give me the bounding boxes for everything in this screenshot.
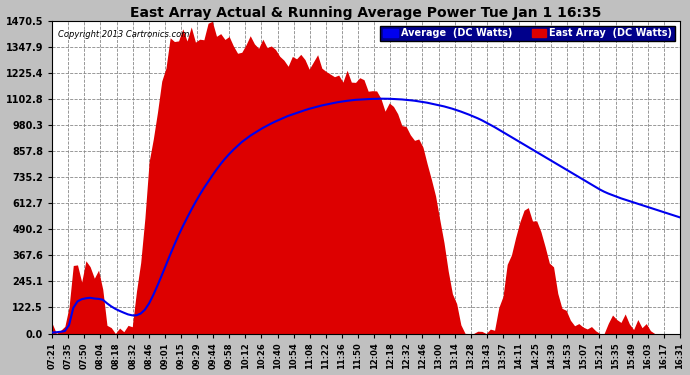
Title: East Array Actual & Running Average Power Tue Jan 1 16:35: East Array Actual & Running Average Powe… [130, 6, 602, 20]
Text: Copyright 2013 Cartronics.com: Copyright 2013 Cartronics.com [59, 30, 190, 39]
Legend: Average  (DC Watts), East Array  (DC Watts): Average (DC Watts), East Array (DC Watts… [380, 26, 675, 41]
